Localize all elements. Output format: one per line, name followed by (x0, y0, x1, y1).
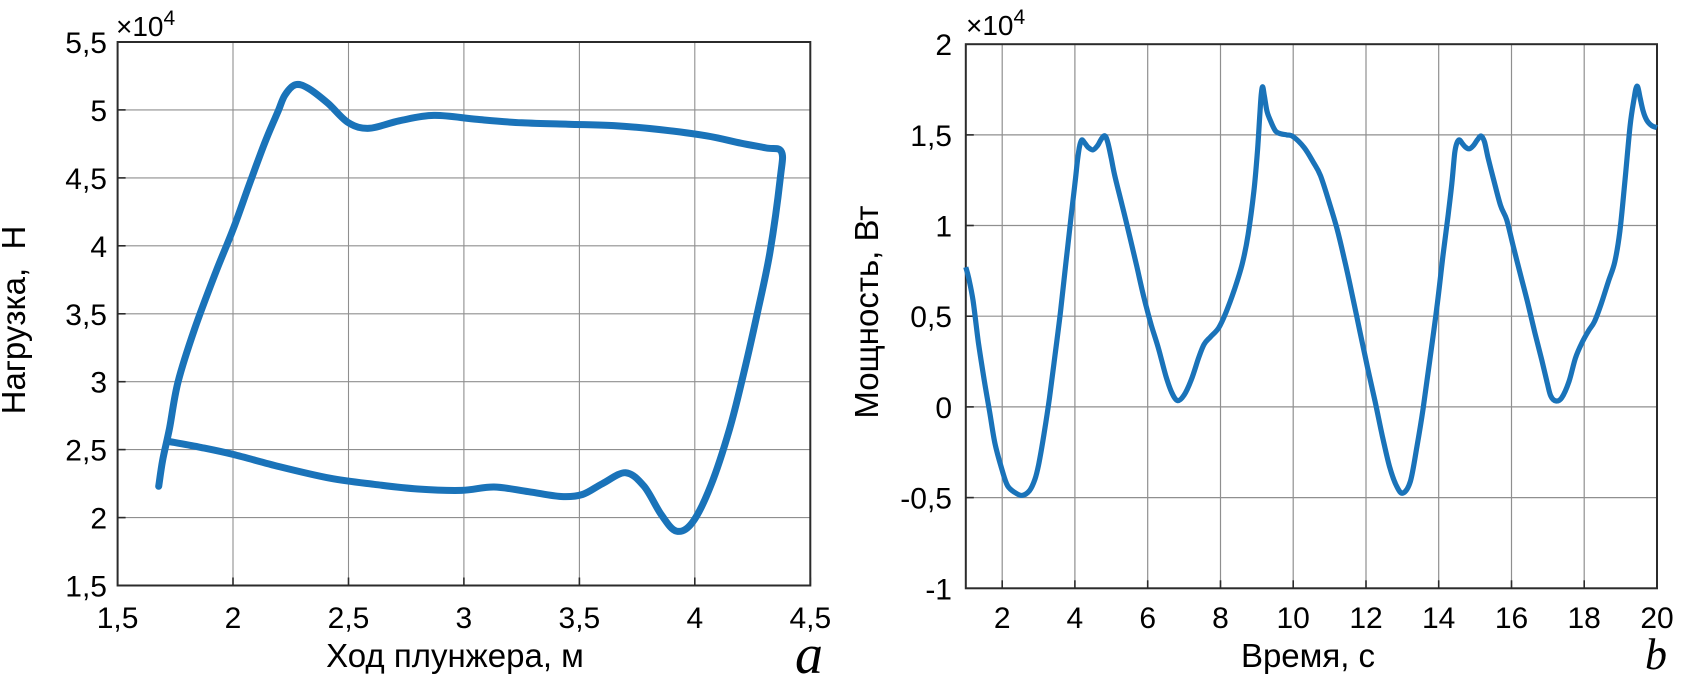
svg-text:1,5: 1,5 (65, 571, 107, 604)
svg-text:a: a (795, 624, 823, 685)
svg-text:1,5: 1,5 (910, 120, 952, 153)
svg-text:2,5: 2,5 (65, 435, 107, 468)
svg-text:-0,5: -0,5 (900, 483, 952, 516)
svg-text:8: 8 (1212, 602, 1229, 635)
svg-text:2: 2 (935, 29, 952, 62)
svg-text:16: 16 (1495, 602, 1528, 635)
svg-text:4: 4 (1067, 602, 1084, 635)
svg-text:b: b (1645, 630, 1667, 679)
svg-text:Ход плунжера, м: Ход плунжера, м (326, 637, 584, 674)
svg-text:0,5: 0,5 (910, 301, 952, 334)
svg-text:3: 3 (90, 367, 107, 400)
svg-text:12: 12 (1349, 602, 1382, 635)
svg-text:5: 5 (90, 95, 107, 128)
svg-text:18: 18 (1568, 602, 1601, 635)
svg-text:2: 2 (994, 602, 1011, 635)
svg-text:20: 20 (1640, 602, 1673, 635)
svg-text:3,5: 3,5 (559, 602, 601, 635)
svg-text:Мощность, Вт: Мощность, Вт (848, 205, 885, 418)
svg-text:1,5: 1,5 (97, 602, 139, 635)
svg-text:4,5: 4,5 (65, 163, 107, 196)
svg-text:4,5: 4,5 (789, 602, 831, 635)
svg-text:2: 2 (225, 602, 242, 635)
svg-text:3: 3 (456, 602, 473, 635)
svg-text:2,5: 2,5 (328, 602, 370, 635)
svg-text:14: 14 (1422, 602, 1455, 635)
svg-text:3,5: 3,5 (65, 299, 107, 332)
svg-text:Нагрузка, Н: Нагрузка, Н (0, 226, 32, 415)
svg-text:2: 2 (90, 503, 107, 536)
svg-text:10: 10 (1277, 602, 1310, 635)
svg-text:Время, с: Время, с (1241, 637, 1375, 674)
svg-text:5,5: 5,5 (65, 27, 107, 60)
svg-text:0: 0 (935, 392, 952, 425)
svg-text:-1: -1 (925, 573, 952, 606)
svg-text:4: 4 (686, 602, 703, 635)
svg-text:1: 1 (935, 211, 952, 244)
svg-text:4: 4 (90, 231, 107, 264)
svg-text:6: 6 (1139, 602, 1156, 635)
